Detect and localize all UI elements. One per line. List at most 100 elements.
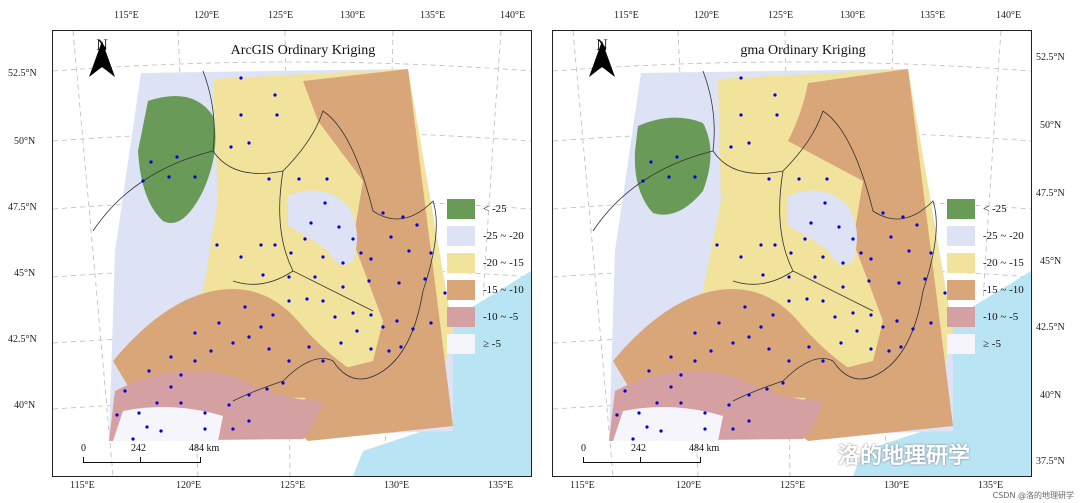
credit-text: CSDN @洛的地理研学 <box>992 491 1074 500</box>
station-point <box>923 277 927 281</box>
legend-swatch <box>447 252 475 273</box>
station-point <box>693 359 697 363</box>
tick-top: 140°E <box>996 10 1022 21</box>
station-point <box>305 297 309 301</box>
station-point <box>217 321 221 325</box>
station-point <box>369 347 373 351</box>
tick-right: 45°N <box>1040 256 1062 267</box>
station-point <box>887 349 891 353</box>
tick-bottom: 125°E <box>780 480 806 491</box>
station-point <box>429 321 433 325</box>
station-point <box>247 393 251 397</box>
stations <box>615 76 947 441</box>
station-point <box>637 411 641 415</box>
station-point <box>209 349 213 353</box>
legend-item: -15 ~ -10 <box>947 278 1024 301</box>
station-point <box>907 249 911 253</box>
station-point <box>805 297 809 301</box>
station-point <box>693 175 697 179</box>
station-point <box>641 179 645 183</box>
station-point <box>147 369 151 373</box>
station-point <box>261 273 265 277</box>
station-point <box>175 155 179 159</box>
station-point <box>773 93 777 97</box>
station-point <box>881 325 885 329</box>
legend-swatch <box>947 279 975 300</box>
station-point <box>649 160 653 164</box>
legend-swatch <box>947 252 975 273</box>
station-point <box>667 175 671 179</box>
station-point <box>423 277 427 281</box>
station-point <box>867 279 871 283</box>
station-point <box>313 275 317 279</box>
legend-swatch <box>447 279 475 300</box>
station-point <box>825 177 829 181</box>
station-point <box>341 285 345 289</box>
scale-label: 0 <box>81 443 86 454</box>
legend-label: < -25 <box>983 202 1007 215</box>
stations <box>115 76 447 441</box>
station-point <box>717 321 721 325</box>
legend-item: -15 ~ -10 <box>447 278 524 301</box>
station-point <box>271 313 275 317</box>
station-point <box>309 221 313 225</box>
station-point <box>169 355 173 359</box>
station-point <box>137 411 141 415</box>
station-point <box>813 275 817 279</box>
station-point <box>243 305 247 309</box>
station-point <box>703 427 707 431</box>
tick-left: 50°N <box>14 136 36 147</box>
station-point <box>229 145 233 149</box>
station-point <box>389 235 393 239</box>
north-arrow: N <box>587 38 617 77</box>
station-point <box>131 437 135 441</box>
station-point <box>767 177 771 181</box>
station-point <box>247 335 251 339</box>
station-point <box>337 225 341 229</box>
station-point <box>193 359 197 363</box>
station-point <box>731 427 735 431</box>
station-point <box>715 243 719 247</box>
station-point <box>321 255 325 259</box>
station-point <box>333 315 337 319</box>
scale-label: 484 km <box>189 443 220 454</box>
station-point <box>771 313 775 317</box>
station-point <box>281 381 285 385</box>
station-point <box>895 319 899 323</box>
interpolation-surface <box>109 69 453 441</box>
station-point <box>839 341 843 345</box>
legend-swatch <box>447 198 475 219</box>
station-point <box>359 251 363 255</box>
tick-top: 125°E <box>268 10 294 21</box>
scale-line <box>583 457 701 463</box>
station-point <box>669 355 673 359</box>
legend-label: -15 ~ -10 <box>483 283 524 296</box>
station-point <box>231 427 235 431</box>
station-point <box>321 299 325 303</box>
station-point <box>833 315 837 319</box>
station-point <box>415 223 419 227</box>
station-point <box>227 403 231 407</box>
station-point <box>351 311 355 315</box>
station-point <box>275 113 279 117</box>
station-point <box>267 347 271 351</box>
tick-bottom: 120°E <box>676 480 702 491</box>
station-point <box>645 425 649 429</box>
scale-label: 242 <box>631 443 646 454</box>
station-point <box>841 285 845 289</box>
north-arrow-icon <box>589 41 615 77</box>
station-point <box>239 113 243 117</box>
legend-label: -20 ~ -15 <box>483 256 524 269</box>
station-point <box>739 76 743 80</box>
tick-bottom: 120°E <box>176 480 202 491</box>
legend-item: ≥ -5 <box>447 332 524 355</box>
interpolation-surface <box>609 69 953 441</box>
station-point <box>215 243 219 247</box>
station-point <box>943 291 947 295</box>
station-point <box>821 255 825 259</box>
station-point <box>307 345 311 349</box>
legend-item: -20 ~ -15 <box>947 251 1024 274</box>
boundaries <box>592 70 937 402</box>
legend-item: -25 ~ -20 <box>947 224 1024 247</box>
tick-left: 45°N <box>14 268 36 279</box>
